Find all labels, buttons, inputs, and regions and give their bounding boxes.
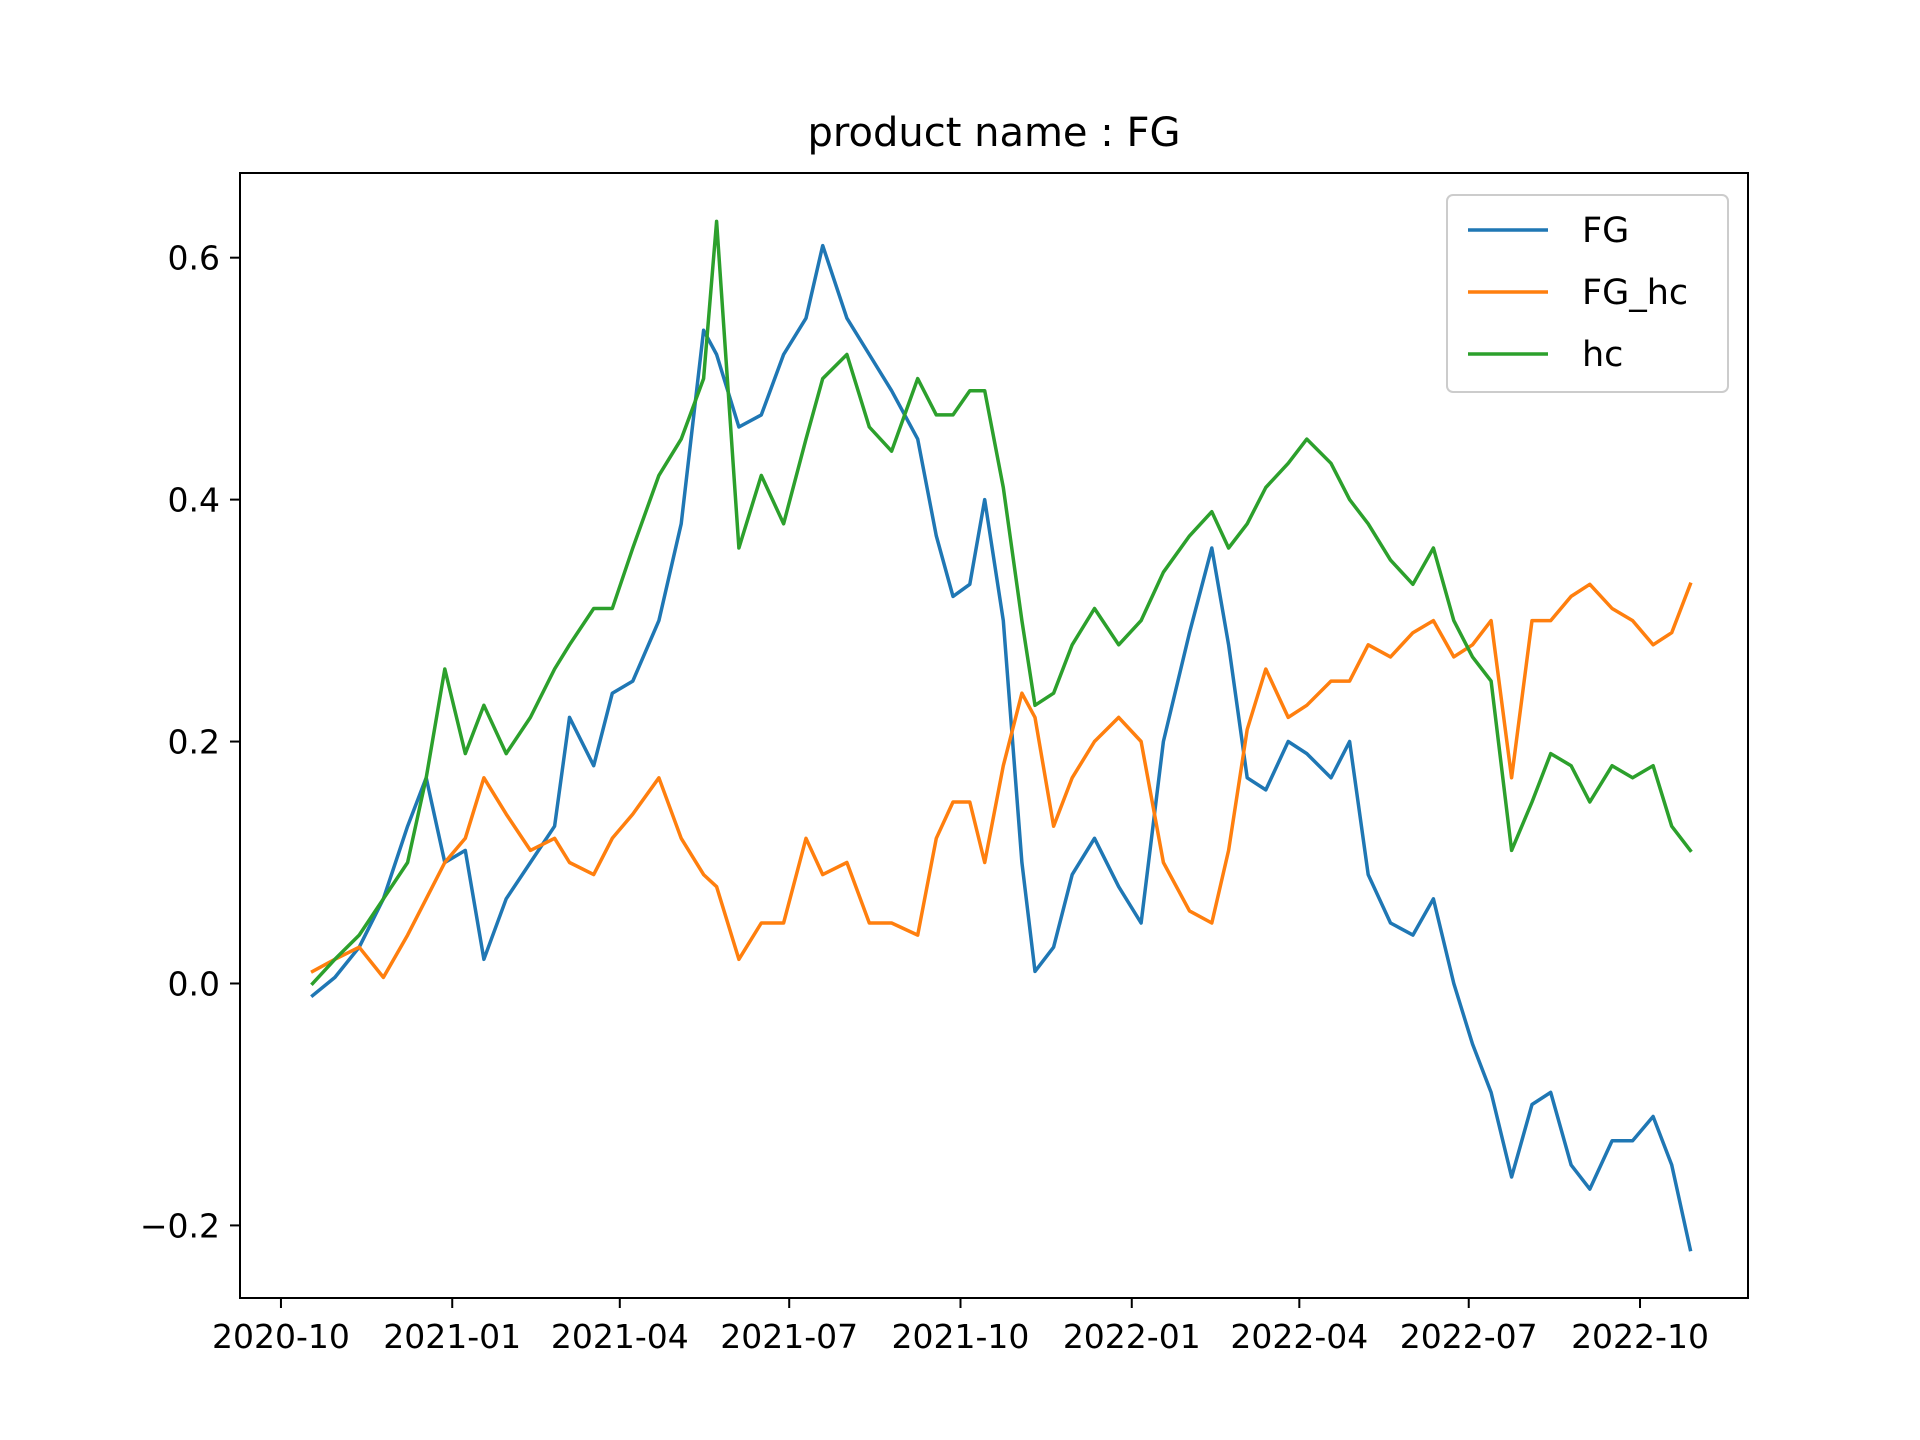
legend-label: hc <box>1582 335 1623 375</box>
x-tick-label: 2021-04 <box>551 1317 689 1356</box>
y-axis: −0.2 0.0 0.2 0.4 0.6 <box>140 239 240 1245</box>
legend-label: FG_hc <box>1582 273 1688 313</box>
x-tick-label: 2021-07 <box>720 1317 858 1356</box>
y-tick-label: 0.0 <box>168 964 220 1003</box>
y-tick-label: 0.4 <box>168 481 220 520</box>
x-axis: 2020-10 2021-01 2021-04 2021-07 2021-10 2022-… <box>212 1298 1709 1356</box>
x-tick-label: 2021-01 <box>383 1317 521 1356</box>
legend-box <box>1446 194 1729 393</box>
y-tick-label: 0.2 <box>168 723 220 762</box>
x-tick-label: 2021-10 <box>892 1317 1030 1356</box>
y-tick-label: −0.2 <box>140 1206 220 1245</box>
x-tick-label: 2020-10 <box>212 1317 350 1356</box>
series-line-fg <box>310 243 1693 1252</box>
x-tick-label: 2022-01 <box>1063 1317 1201 1356</box>
legend-label: FG <box>1582 211 1629 251</box>
x-tick-label: 2022-10 <box>1571 1317 1709 1356</box>
y-tick-label: 0.6 <box>168 239 220 278</box>
x-tick-label: 2022-04 <box>1230 1317 1368 1356</box>
plot-area-frame <box>239 172 1749 1299</box>
x-tick-label: 2022-07 <box>1400 1317 1538 1356</box>
series-line-fg-hc <box>310 582 1693 980</box>
series-line-hc <box>310 219 1693 986</box>
plot-lines <box>310 219 1693 1252</box>
chart-title: product name : FG <box>808 110 1181 156</box>
